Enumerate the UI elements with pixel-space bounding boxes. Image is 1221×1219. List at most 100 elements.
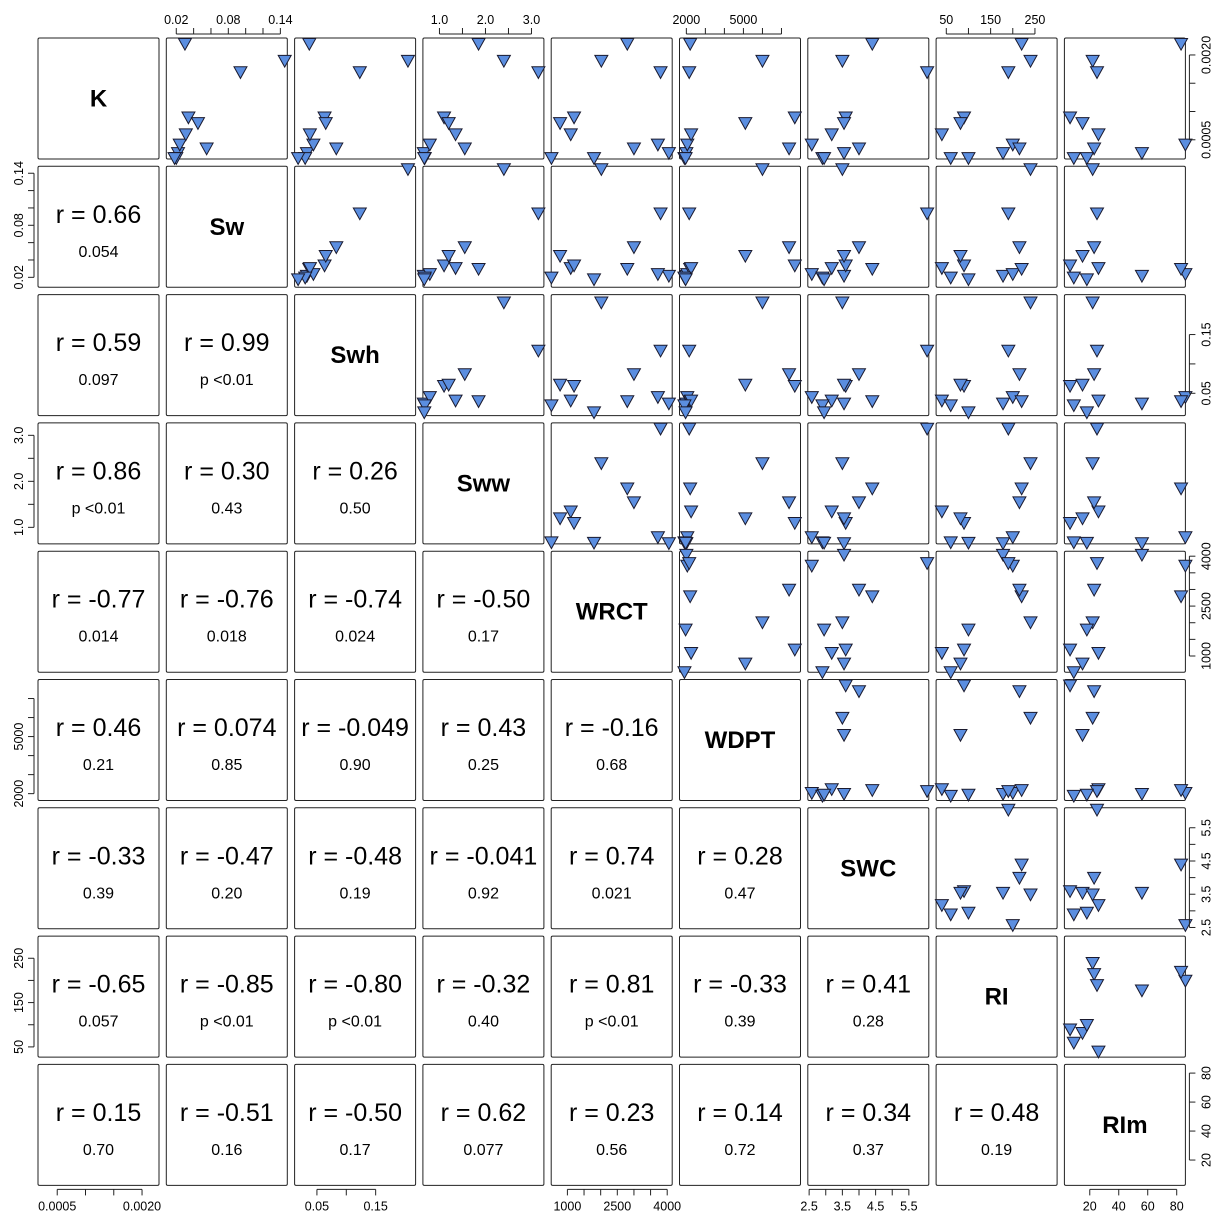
panel-Sw-WDPT [677,163,803,288]
tick-label: 5000 [12,723,26,751]
variable-label: RI [985,984,1009,1011]
scatter-point [682,37,698,52]
scatter-point [953,117,968,131]
correlation-p-label: 0.39 [724,1014,755,1031]
scatter-point [677,399,692,413]
scatter-point [835,457,850,471]
scatter-point [836,147,852,161]
variable-label: Sww [457,470,511,497]
scatter-point [787,643,803,657]
tick-label: 0.02 [164,13,188,27]
scatter-point [851,241,867,255]
correlation-p-label: 0.85 [211,757,242,774]
correlation-p-label: 0.21 [83,757,114,774]
scatter-point [1062,517,1078,531]
axis-left-Sww: 1.0 2.0 3.0 [12,427,35,536]
correlation-r-label: r = -0.74 [308,586,402,614]
scatter-point [290,273,306,287]
scatter-point [1023,711,1038,726]
panel-SWC-K: r = -0.33 0.39 [37,807,160,930]
scatter-point [851,496,867,510]
axis-top-WDPT: 2000 5000 [672,13,782,35]
scatter-point [864,395,880,409]
panel-frame [1063,1063,1186,1186]
scatter-point [961,906,976,921]
panel-frame [1063,37,1186,160]
panel-Swh-WRCT [544,294,677,420]
scatter-point [586,536,602,551]
scatter-point [544,152,559,166]
panel-K-Sww [416,37,546,166]
scatter-point [851,685,867,699]
scatter-point [417,399,433,413]
panel-frame [550,550,673,673]
tick-label: 40 [1199,1124,1213,1138]
correlation-r-label: r = 0.43 [441,714,526,742]
scatter-point [457,142,473,156]
panel-frame [935,1063,1058,1186]
scatter-point [934,505,950,519]
scatter-point [956,679,972,693]
correlation-p-label: 0.40 [468,1014,499,1031]
panel-frame [37,294,160,417]
scatter-point [943,789,959,804]
scatter-point [824,505,840,519]
scatter-point [552,512,568,526]
panel-frame [807,165,930,288]
scatter-point [681,207,697,221]
correlation-p-label: 0.20 [211,885,242,902]
scatter-point [1075,886,1090,901]
scatter-point [1062,643,1078,657]
correlation-r-label: r = -0.76 [180,586,274,614]
panel-WDPT-RI [934,679,1058,804]
scatter-point [787,259,803,273]
panel-RIm-RIm: RIm [1063,1063,1186,1186]
panel-frame [807,807,930,930]
variable-label: RIm [1102,1112,1147,1139]
scatter-point [441,378,457,392]
correlation-p-label: 0.057 [78,1014,118,1031]
scatter-point [683,262,699,276]
panel-frame [935,165,1058,288]
correlation-r-label: r = -0.77 [52,586,146,614]
tick-label: 50 [939,13,953,27]
panel-frame [37,935,160,1058]
scatter-point [1091,262,1106,276]
scatter-point [302,262,318,276]
scatter-point [1000,207,1016,221]
panel-frame [1063,165,1186,288]
tick-label: 0.0005 [1199,121,1213,159]
scatter-point [737,117,753,131]
panel-frame [550,1063,673,1186]
scatter-point [650,268,666,282]
tick-label: 2000 [12,780,26,808]
scatter-point [1012,241,1027,255]
scatter-point [943,536,959,550]
panel-frame [550,807,673,930]
scatter-point [836,548,852,563]
scatter-point [552,378,568,392]
correlation-p-label: 0.50 [340,500,371,517]
scatter-point [1086,142,1102,156]
scatter-point [1079,788,1095,802]
scatter-point [995,886,1011,901]
correlation-p-label: 0.56 [596,1142,627,1159]
scatter-point [1075,657,1090,671]
panel-frame [1063,679,1186,801]
scatter-point [619,395,635,409]
correlation-r-label: r = 0.46 [56,714,141,742]
tick-label: 2.5 [1199,919,1213,936]
variable-label: Swh [330,342,379,369]
scatter-point [1000,66,1016,80]
scatter-point [1086,368,1102,382]
correlation-p-label: 0.014 [78,629,118,646]
scatter-point [1000,803,1016,817]
panel-Swh-RIm [1062,294,1193,420]
variable-label: WRCT [576,599,648,626]
tick-label: 4000 [1199,542,1213,570]
panel-frame [679,550,801,673]
scatter-point [1089,785,1105,799]
axis-right-SWC: 2.5 3.5 4.5 5.5 [1188,819,1213,936]
tick-label: 0.14 [12,161,26,185]
correlation-r-label: r = 0.81 [569,971,654,999]
